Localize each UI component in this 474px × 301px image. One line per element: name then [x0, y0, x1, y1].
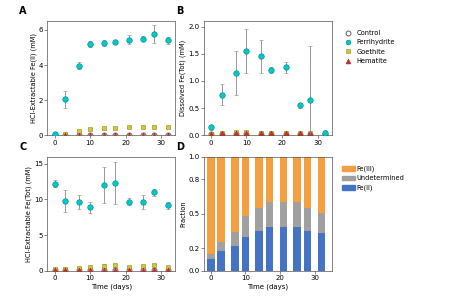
Y-axis label: HCl-Extractable Fe(II) (mM): HCl-Extractable Fe(II) (mM)	[30, 33, 36, 123]
Text: C: C	[19, 142, 27, 152]
Bar	[304, 157, 311, 208]
Y-axis label: Dissolved Fe(Tot) (mM): Dissolved Fe(Tot) (mM)	[180, 40, 186, 116]
Bar	[231, 157, 239, 232]
Bar	[217, 251, 225, 271]
Y-axis label: Fraction: Fraction	[180, 200, 186, 227]
Bar	[217, 242, 225, 251]
Bar	[280, 228, 287, 271]
Bar	[255, 231, 263, 271]
Bar	[280, 157, 287, 202]
Bar	[266, 228, 273, 271]
Bar	[217, 157, 225, 242]
Bar	[304, 208, 311, 231]
Text: B: B	[176, 7, 183, 17]
Bar	[231, 232, 239, 246]
Bar	[318, 157, 325, 213]
Bar	[293, 202, 301, 228]
Bar	[266, 202, 273, 228]
Bar	[255, 157, 263, 208]
Legend: Control, Ferrihydrite, Goethite, Hematite: Control, Ferrihydrite, Goethite, Hematit…	[342, 30, 395, 64]
Bar	[318, 213, 325, 233]
X-axis label: Time (days): Time (days)	[247, 283, 288, 290]
Text: A: A	[19, 7, 27, 17]
Y-axis label: HCl-Extractable Fe(Tot) (mM): HCl-Extractable Fe(Tot) (mM)	[26, 166, 32, 262]
Bar	[293, 157, 301, 202]
Bar	[242, 237, 249, 271]
Bar	[304, 231, 311, 271]
Bar	[255, 208, 263, 231]
Legend: Fe(III), Undetermined, Fe(II): Fe(III), Undetermined, Fe(II)	[342, 166, 405, 191]
Bar	[242, 157, 249, 216]
Bar	[280, 202, 287, 228]
Bar	[293, 228, 301, 271]
Bar	[207, 157, 215, 254]
Bar	[231, 246, 239, 271]
Text: D: D	[176, 142, 183, 152]
Bar	[242, 216, 249, 237]
Bar	[207, 254, 215, 259]
Bar	[318, 233, 325, 271]
Bar	[207, 259, 215, 271]
X-axis label: Time (days): Time (days)	[91, 283, 132, 290]
Bar	[266, 157, 273, 202]
